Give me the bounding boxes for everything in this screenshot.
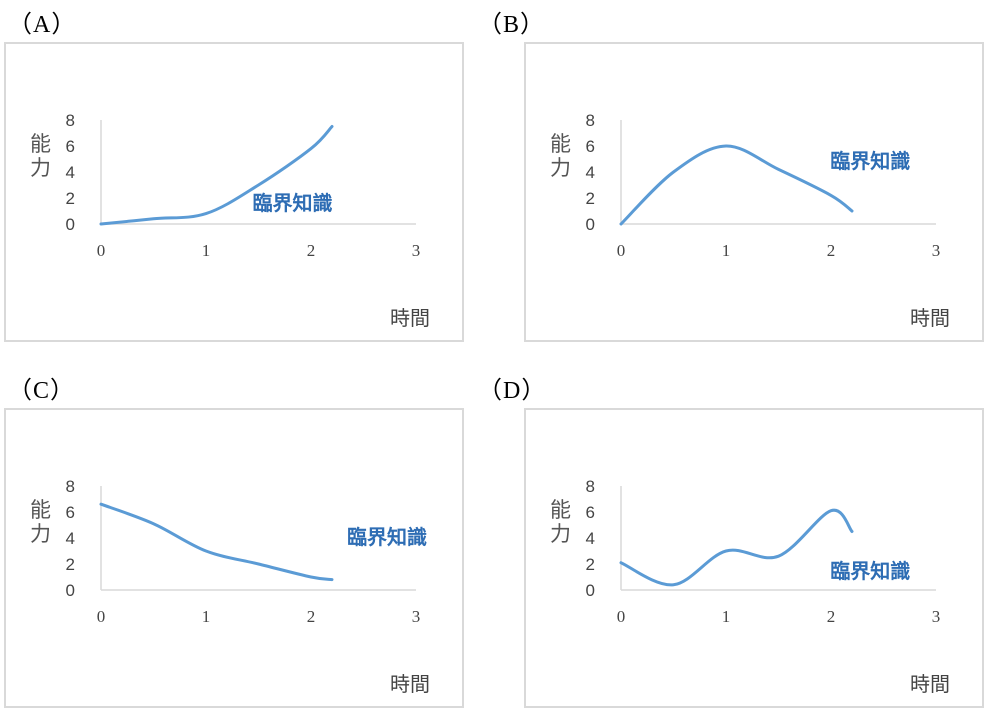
y-axis-label-char-0: 能 [30, 498, 51, 522]
option-label-c: （C） [8, 378, 76, 404]
y-tick-label-4: 4 [66, 163, 75, 182]
y-tick-label-2: 2 [586, 189, 595, 208]
y-axis-label-char-1: 力 [550, 156, 571, 180]
y-tick-label-4: 4 [66, 529, 75, 548]
y-tick-label-4: 4 [586, 529, 595, 548]
y-tick-label-8: 8 [586, 111, 595, 130]
chart-svg-b: 0 2 4 6 8 0 1 2 3 [586, 111, 941, 260]
series-label: 臨界知識 [830, 559, 911, 584]
x-tick-label-1: 1 [202, 241, 211, 260]
y-tick-label-0: 0 [586, 215, 595, 234]
x-tick-label-0: 0 [617, 607, 626, 626]
x-axis-label: 時間 [910, 306, 950, 330]
series-label: 臨界知識 [347, 525, 427, 550]
y-axis-label-char-0: 能 [30, 132, 51, 156]
series-line-d [619, 508, 854, 587]
chart-panel-c: 0 2 4 6 8 0 1 2 3 能力時間 臨界知識 [4, 408, 464, 708]
y-tick-label-2: 2 [66, 555, 75, 574]
y-axis-label-char-1: 力 [30, 156, 51, 180]
chart-panel-b: 0 2 4 6 8 0 1 2 3 能力時間 臨界知識 [524, 42, 984, 342]
chart-svg-d: 0 2 4 6 8 0 1 2 3 [586, 477, 941, 626]
y-tick-label-6: 6 [66, 137, 75, 156]
y-axis-label: 能力 [30, 132, 51, 180]
x-tick-label-1: 1 [202, 607, 211, 626]
series-label: 臨界知識 [830, 149, 911, 173]
x-tick-label-2: 2 [307, 607, 316, 626]
option-label-d: （D） [478, 378, 547, 404]
x-tick-label-2: 2 [827, 241, 836, 260]
x-tick-label-0: 0 [97, 241, 106, 260]
option-label-a: （A） [8, 12, 77, 38]
x-tick-label-1: 1 [722, 241, 731, 260]
x-tick-label-2: 2 [827, 607, 836, 626]
y-axis-label: 能力 [550, 132, 571, 180]
y-tick-label-0: 0 [66, 581, 75, 600]
x-tick-label-1: 1 [722, 607, 731, 626]
y-tick-label-2: 2 [66, 189, 75, 208]
y-tick-label-8: 8 [66, 477, 75, 496]
series-line-c [99, 502, 334, 582]
y-tick-label-6: 6 [586, 503, 595, 522]
y-tick-label-2: 2 [586, 555, 595, 574]
y-axis-label-char-1: 力 [30, 522, 51, 546]
x-axis-label: 時間 [390, 306, 430, 330]
chart-svg-c: 0 2 4 6 8 0 1 2 3 [66, 477, 421, 626]
y-tick-label-8: 8 [586, 477, 595, 496]
chart-panel-a: 0 2 4 6 8 0 1 2 3 能力時間 臨界知識 [4, 42, 464, 342]
y-axis-label: 能力 [550, 498, 571, 546]
x-tick-label-3: 3 [412, 241, 421, 260]
option-label-b: （B） [478, 12, 546, 38]
x-tick-label-3: 3 [932, 241, 941, 260]
y-axis-label: 能力 [30, 498, 51, 546]
y-tick-label-0: 0 [586, 581, 595, 600]
series-line-a [99, 125, 334, 226]
x-axis-label: 時間 [910, 672, 950, 696]
chart-svg-a: 0 2 4 6 8 0 1 2 3 [66, 111, 421, 260]
series-label: 臨界知識 [252, 190, 333, 215]
series-line-b [619, 144, 854, 226]
y-tick-label-8: 8 [66, 111, 75, 130]
y-tick-label-0: 0 [66, 215, 75, 234]
x-axis-label: 時間 [390, 672, 430, 696]
x-tick-label-0: 0 [97, 607, 106, 626]
y-axis-label-char-0: 能 [550, 132, 571, 156]
y-tick-label-4: 4 [586, 163, 595, 182]
x-tick-label-3: 3 [412, 607, 421, 626]
y-axis-label-char-0: 能 [550, 498, 571, 522]
y-tick-label-6: 6 [586, 137, 595, 156]
x-tick-label-2: 2 [307, 241, 316, 260]
chart-panel-d: 0 2 4 6 8 0 1 2 3 能力時間 臨界知識 [524, 408, 984, 708]
y-axis-label-char-1: 力 [550, 522, 571, 546]
y-tick-label-6: 6 [66, 503, 75, 522]
x-tick-label-3: 3 [932, 607, 941, 626]
x-tick-label-0: 0 [617, 241, 626, 260]
